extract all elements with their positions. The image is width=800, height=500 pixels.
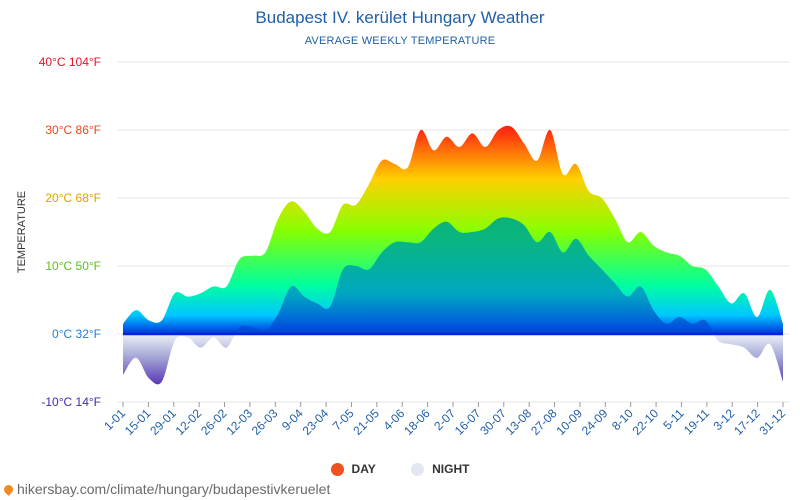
- x-tick-label: 31-12: [757, 406, 789, 438]
- legend-item-day[interactable]: DAY: [330, 462, 376, 476]
- location-pin-icon: [2, 483, 15, 496]
- x-tick-label: 16-07: [452, 406, 484, 438]
- y-tick-label: 40°C 104°F: [39, 55, 101, 69]
- x-tick-label: 27-08: [528, 406, 560, 438]
- x-tick-label: 12-02: [173, 406, 205, 438]
- x-tick-label: 30-07: [477, 406, 509, 438]
- legend-day-marker: [330, 462, 344, 476]
- x-tick-label: 26-02: [198, 406, 230, 438]
- legend-day-label: DAY: [351, 462, 376, 476]
- y-tick-label: 10°C 50°F: [45, 259, 101, 273]
- legend-item-night[interactable]: NIGHT: [411, 462, 469, 476]
- x-tick-label: 22-10: [630, 406, 662, 438]
- legend-night-label: NIGHT: [432, 462, 470, 476]
- x-tick-label: 10-09: [553, 406, 585, 438]
- x-tick-label: 26-03: [249, 406, 281, 438]
- chart-title: Budapest IV. kerület Hungary Weather: [255, 8, 545, 27]
- x-tick-label: 12-03: [223, 406, 255, 438]
- x-tick-label: 19-11: [681, 406, 712, 437]
- x-tick-label: 21-05: [350, 406, 382, 438]
- legend-night-marker: [411, 462, 425, 476]
- source-url: hikersbay.com/climate/hungary/budapestiv…: [17, 481, 331, 497]
- chart-subtitle: AVERAGE WEEKLY TEMPERATURE: [304, 35, 496, 47]
- night-temperature-area: [123, 217, 783, 334]
- x-tick-label: 24-09: [579, 406, 611, 438]
- y-tick-label: -10°C 14°F: [41, 395, 101, 409]
- x-tick-label: 13-08: [503, 406, 535, 438]
- x-tick-label: 17-12: [731, 406, 763, 438]
- x-tick-label: 23-04: [300, 406, 332, 438]
- x-tick-label: 18-06: [401, 406, 433, 438]
- y-tick-label: 30°C 86°F: [45, 123, 101, 137]
- y-tick-label: 0°C 32°F: [52, 327, 101, 341]
- night-below-zero-area: [123, 334, 783, 385]
- x-tick-label: 29-01: [147, 406, 179, 438]
- legend: DAY NIGHT: [0, 462, 800, 479]
- source-link[interactable]: hikersbay.com/climate/hungary/budapestiv…: [2, 481, 331, 497]
- y-tick-label: 20°C 68°F: [45, 191, 101, 205]
- x-tick-label: 15-01: [122, 406, 154, 438]
